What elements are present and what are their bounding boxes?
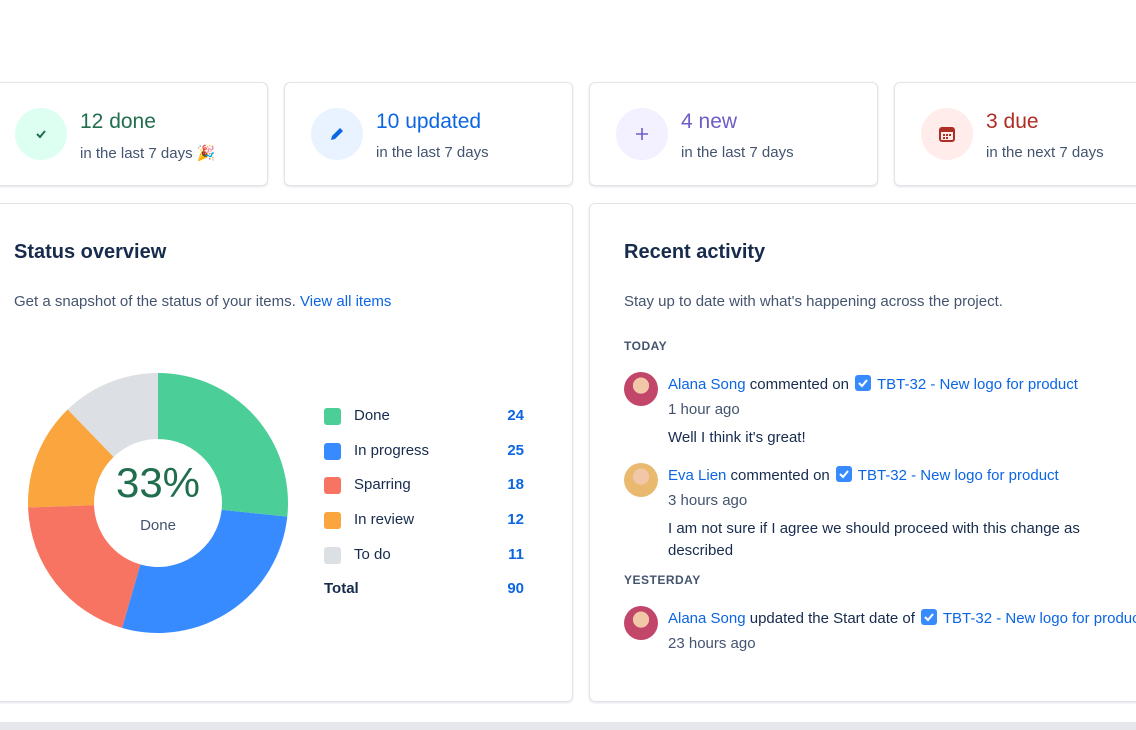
legend-item: In review 12 xyxy=(324,511,544,531)
donut-segment xyxy=(67,373,158,457)
view-all-link[interactable]: View all items xyxy=(300,293,392,310)
ticket-icon xyxy=(854,375,871,391)
activity-time: 3 hours ago xyxy=(668,492,748,509)
avatar xyxy=(624,463,658,497)
panel-description: Stay up to date with what's happening ac… xyxy=(624,293,1003,310)
donut-center-value: 33% xyxy=(116,459,200,506)
legend-label: In review xyxy=(354,511,415,529)
stat-card: 12 done in the last 7 days 🎉 xyxy=(0,82,268,186)
legend-value: 24 xyxy=(507,407,524,424)
stat-subtitle-text: in the last 7 days xyxy=(80,145,193,162)
legend-label: To do xyxy=(354,545,391,563)
legend-value: 11 xyxy=(508,545,524,563)
panel-title: Recent activity xyxy=(624,241,766,263)
donut-segment xyxy=(122,509,288,633)
total-label: Total xyxy=(324,580,359,597)
stat-title: 4 new xyxy=(681,110,738,133)
activity-line: Alana Song updated the Start date of TBT-… xyxy=(668,609,1136,627)
stat-title: 3 due xyxy=(986,110,1039,133)
avatar xyxy=(624,372,658,406)
panel-description: Get a snapshot of the status of your ite… xyxy=(14,293,391,310)
bottom-edge xyxy=(0,722,1136,730)
activity-comment: Well I think it's great! xyxy=(668,429,806,446)
stat-subtitle: in the next 7 days xyxy=(986,144,1104,161)
legend-item: To do 11 xyxy=(324,546,544,566)
total-row: Total 90 xyxy=(324,580,544,600)
stat-title: 10 updated xyxy=(376,110,482,133)
ticket-link[interactable]: TBT-32 - New logo for product xyxy=(942,610,1136,627)
activity-time: 1 hour ago xyxy=(668,401,740,418)
legend-swatch xyxy=(324,512,341,530)
action-text: updated the Start date of xyxy=(749,610,915,627)
legend-label: Done xyxy=(354,407,390,424)
stat-card: 4 new in the last 7 days xyxy=(589,82,878,186)
legend-item: Sparring 18 xyxy=(324,476,544,496)
legend-label: In progress xyxy=(354,441,430,459)
legend-swatch xyxy=(324,477,341,495)
legend-swatch xyxy=(324,442,341,460)
activity-comment: I am not sure if I agree we should proce… xyxy=(668,520,1080,559)
ticket-icon xyxy=(835,466,852,482)
legend-value: 25 xyxy=(507,441,524,459)
stat-card: 3 due in the next 7 days xyxy=(894,82,1136,186)
legend-swatch xyxy=(324,408,341,425)
action-text: commented on xyxy=(730,467,830,484)
activity-line: Alana Song commented on TBT-32 - New logo… xyxy=(668,375,1078,393)
panel-title: Status overview xyxy=(14,241,167,263)
legend-value: 12 xyxy=(507,511,524,529)
ticket-icon xyxy=(920,609,937,625)
action-text: commented on xyxy=(749,376,849,393)
stat-subtitle: in the last 7 days xyxy=(681,144,794,161)
donut-segment xyxy=(158,373,289,517)
description-text: Get a snapshot of the status of your ite… xyxy=(14,293,296,310)
stat-icon xyxy=(921,108,973,160)
activity-panel: Recent activity Stay up to date with wha… xyxy=(589,203,1136,702)
group-label: YESTERDAY xyxy=(624,573,701,587)
total-value: 90 xyxy=(507,580,524,597)
stat-title: 12 done xyxy=(80,110,156,133)
user-link[interactable]: Eva Lien xyxy=(668,467,727,484)
donut-center-label: Done xyxy=(140,517,176,534)
ticket-link[interactable]: TBT-32 - New logo for product xyxy=(876,376,1078,393)
activity-time: 23 hours ago xyxy=(668,635,756,652)
avatar xyxy=(624,606,658,640)
stat-subtitle: in the last 7 days 🎉 xyxy=(80,144,215,162)
user-link[interactable]: Alana Song xyxy=(668,376,746,393)
stat-subtitle: in the last 7 days xyxy=(376,144,489,161)
donut-segment xyxy=(28,505,141,628)
stat-card: 10 updated in the last 7 days xyxy=(284,82,573,186)
activity-line: Eva Lien commented on TBT-32 - New logo f… xyxy=(668,466,1059,484)
group-label: TODAY xyxy=(624,339,668,353)
status-panel: Status overview Get a snapshot of the st… xyxy=(0,203,573,702)
stat-icon xyxy=(15,108,67,160)
ticket-link[interactable]: TBT-32 - New logo for product xyxy=(857,467,1059,484)
legend-label: Sparring xyxy=(354,476,411,494)
stat-icon xyxy=(311,108,363,160)
legend-value: 18 xyxy=(507,476,524,494)
legend-item: Done 24 xyxy=(324,407,544,427)
legend-item: In progress 25 xyxy=(324,442,544,462)
stat-emoji: 🎉 xyxy=(196,145,216,162)
legend-swatch xyxy=(324,546,341,564)
donut-segment xyxy=(28,409,114,508)
donut-chart: 33% Done xyxy=(28,373,289,633)
user-link[interactable]: Alana Song xyxy=(668,610,746,627)
stat-icon xyxy=(616,108,668,160)
